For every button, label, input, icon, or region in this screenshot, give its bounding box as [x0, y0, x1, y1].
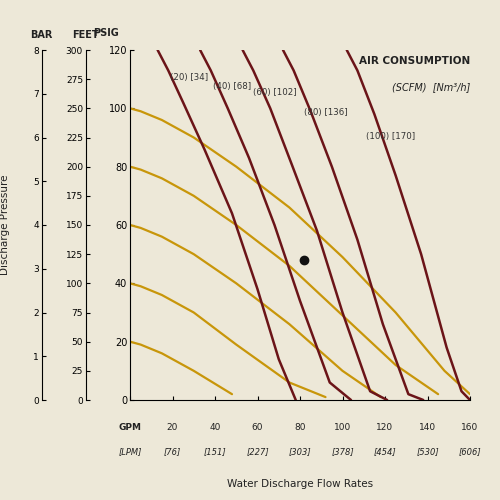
Text: (60) [102]: (60) [102] — [254, 88, 297, 97]
Text: [378]: [378] — [331, 446, 354, 456]
Text: [LPM]: [LPM] — [118, 446, 142, 456]
Text: 80: 80 — [294, 424, 306, 432]
Text: (100) [170]: (100) [170] — [366, 132, 415, 140]
Text: (40) [68]: (40) [68] — [213, 82, 251, 91]
Text: [303]: [303] — [288, 446, 312, 456]
Text: [530]: [530] — [416, 446, 439, 456]
Text: Discharge Pressure: Discharge Pressure — [0, 175, 10, 275]
Text: GPM: GPM — [118, 424, 142, 432]
Text: [76]: [76] — [164, 446, 181, 456]
Text: 160: 160 — [462, 424, 478, 432]
Text: 20: 20 — [167, 424, 178, 432]
Text: AIR CONSUMPTION: AIR CONSUMPTION — [359, 56, 470, 66]
Text: [151]: [151] — [204, 446, 227, 456]
Text: [606]: [606] — [458, 446, 481, 456]
Text: (SCFM)  [Nm³/h]: (SCFM) [Nm³/h] — [392, 82, 470, 92]
Text: (80) [136]: (80) [136] — [304, 108, 348, 118]
Text: 120: 120 — [376, 424, 394, 432]
Text: 100: 100 — [334, 424, 351, 432]
Text: 40: 40 — [210, 424, 220, 432]
Text: [227]: [227] — [246, 446, 269, 456]
Text: BAR: BAR — [30, 30, 53, 40]
Text: 60: 60 — [252, 424, 263, 432]
Text: (20) [34]: (20) [34] — [170, 74, 208, 82]
Text: [454]: [454] — [374, 446, 396, 456]
Text: FEET: FEET — [72, 30, 99, 40]
Text: 140: 140 — [419, 424, 436, 432]
Text: PSIG: PSIG — [94, 28, 120, 38]
Text: Water Discharge Flow Rates: Water Discharge Flow Rates — [227, 479, 373, 488]
